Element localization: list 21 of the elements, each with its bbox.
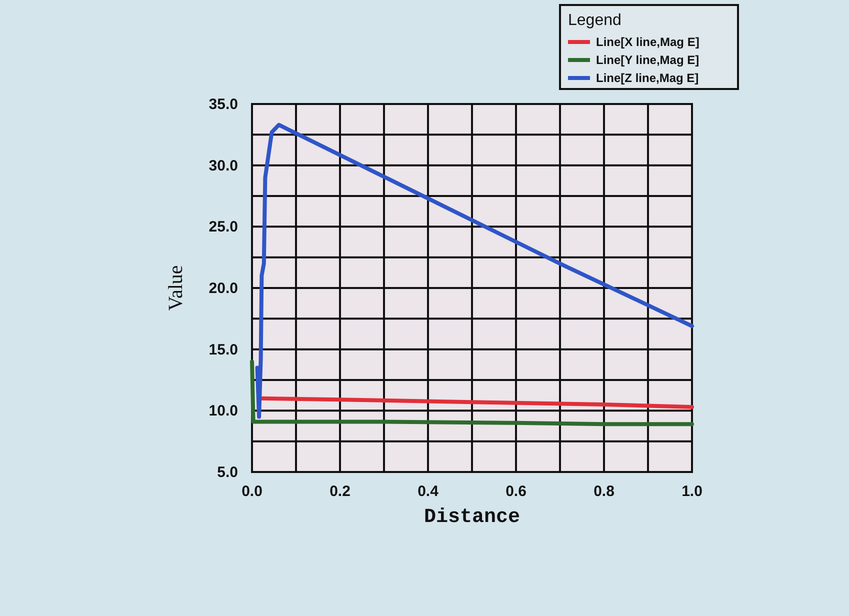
legend-title: Legend: [568, 12, 622, 29]
x-tick-label: 0.2: [330, 483, 350, 500]
legend-label: Line[Z line,Mag E]: [596, 71, 699, 85]
x-tick-label: 0.6: [506, 483, 526, 500]
x-tick-label: 1.0: [682, 483, 702, 500]
y-tick-label: 20.0: [208, 280, 238, 297]
legend-label: Line[Y line,Mag E]: [596, 53, 700, 67]
line-series: [250, 360, 694, 426]
y-tick-label: 25.0: [208, 218, 238, 236]
y-axis-title: Value: [165, 265, 187, 311]
y-tick-label: 5.0: [217, 464, 238, 481]
y-tick-label: 30.0: [208, 157, 238, 174]
y-tick-label: 10.0: [208, 402, 238, 420]
x-tick-label: 0.8: [594, 483, 614, 500]
y-tick-label: 15.0: [208, 341, 238, 358]
x-tick-label: 0.0: [242, 483, 262, 500]
x-axis-title: Distance: [424, 506, 520, 529]
legend-label: Line[X line,Mag E]: [596, 35, 700, 49]
x-tick-label: 0.4: [418, 483, 440, 500]
y-tick-label: 35.0: [208, 96, 238, 113]
line-series: [255, 122, 694, 419]
